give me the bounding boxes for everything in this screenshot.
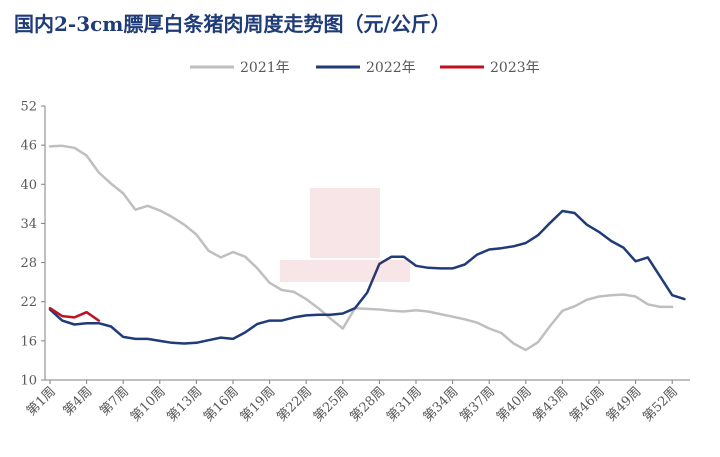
x-tick-label: 第16周 — [201, 384, 242, 425]
x-tick-label: 第28周 — [348, 384, 389, 425]
series-line-1 — [48, 144, 674, 352]
series-line-3 — [48, 306, 101, 322]
y-tick-label: 40 — [20, 178, 37, 193]
x-tick-label: 第52周 — [640, 384, 681, 425]
x-tick-label: 第19周 — [238, 384, 279, 425]
legend-entry: 2022年 — [366, 60, 416, 76]
y-tick-label: 10 — [20, 374, 37, 389]
y-tick-label: 16 — [20, 334, 37, 349]
legend-entry: 2023年 — [490, 60, 540, 76]
series-line-2 — [48, 209, 686, 345]
x-axis: 第1周 第4周 第7周第10周第13周第16周第19周第22周第25周第28周第31… — [24, 379, 690, 425]
x-tick-label: 第37周 — [457, 384, 498, 425]
y-tick-label: 22 — [20, 295, 37, 310]
x-tick-label: 第7周 — [97, 384, 132, 419]
x-tick-label: 第31周 — [384, 384, 425, 425]
x-tick-label: 第25周 — [311, 384, 352, 425]
x-tick-label: 第1周 — [24, 384, 59, 419]
y-tick-label: 28 — [20, 256, 37, 271]
x-tick-label: 第13周 — [165, 384, 206, 425]
x-tick-label: 第22周 — [274, 384, 315, 425]
x-tick-label: 第40周 — [494, 384, 535, 425]
legend-entry: 2021年 — [240, 60, 290, 76]
y-tick-label: 46 — [20, 139, 37, 154]
y-tick-label: 34 — [20, 217, 37, 232]
y-tick-label: 52 — [20, 100, 37, 115]
series-layer — [48, 144, 686, 352]
x-tick-label: 第49周 — [604, 384, 645, 425]
x-tick-label: 第4周 — [61, 384, 96, 419]
x-tick-label: 第43周 — [531, 384, 572, 425]
chart-title: 国内2-3cm膘厚白条猪肉周度走势图（元/公斤） — [14, 12, 451, 36]
x-tick-label: 第34周 — [421, 384, 462, 425]
y-axis: 10 16 22 28 34 40 46 52 — [20, 100, 46, 389]
x-tick-label: 第10周 — [128, 384, 169, 425]
legend: 2021年 2022年 2023年 — [190, 60, 540, 76]
x-tick-label: 第46周 — [567, 384, 608, 425]
